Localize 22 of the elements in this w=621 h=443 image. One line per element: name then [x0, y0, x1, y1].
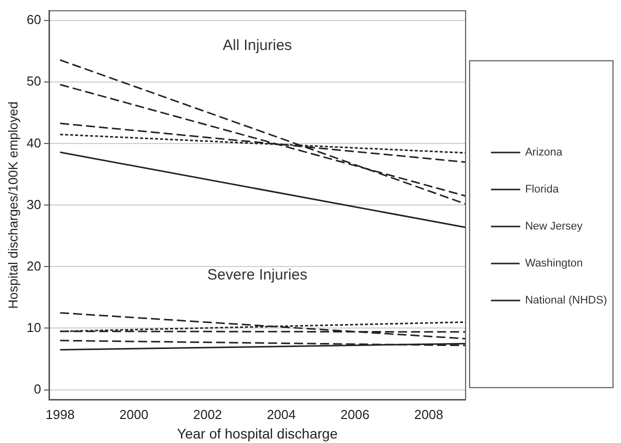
y-tick-label: 60	[26, 12, 42, 28]
x-tick-label: 2008	[414, 406, 444, 422]
y-tick-label: 0	[34, 381, 42, 396]
legend-label: Florida	[525, 184, 560, 196]
y-tick-label: 30	[26, 196, 42, 212]
x-tick-label: 2006	[340, 406, 370, 422]
legend-label: New Jersey	[525, 220, 584, 233]
annotation: Severe Injuries	[207, 266, 308, 284]
x-tick-label: 2002	[193, 406, 222, 422]
y-tick-label: 10	[26, 320, 42, 335]
legend-label: National (NHDS)	[525, 294, 608, 307]
y-axis-title: Hospital discharges/100K employed	[5, 101, 20, 309]
x-tick-label: 1998	[46, 406, 75, 422]
x-tick-label: 2004	[266, 406, 296, 422]
y-tick-label: 40	[26, 135, 42, 150]
x-tick-label: 2000	[119, 406, 148, 422]
legend-label: Arizona	[525, 146, 564, 159]
x-axis-title: Year of hospital discharge	[177, 425, 338, 442]
legend-label: Washington	[525, 258, 583, 270]
annotation: All Injuries	[222, 36, 292, 54]
y-tick-label: 20	[26, 258, 42, 274]
y-tick-label: 50	[26, 74, 42, 89]
